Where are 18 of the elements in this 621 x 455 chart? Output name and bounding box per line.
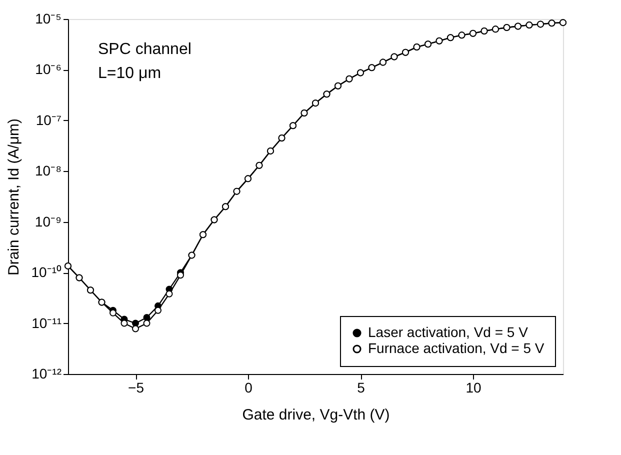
- x-tick-label: 10: [466, 380, 482, 396]
- y-tick-label: 10⁻¹²: [32, 366, 62, 382]
- x-tick-label: 0: [244, 380, 253, 396]
- y-tick-label: 10⁻⁷: [36, 112, 62, 128]
- y-tick-label: 10⁻⁵: [35, 10, 62, 26]
- y-tick-label: 10⁻⁹: [34, 213, 62, 230]
- annotation: SPC channel: [98, 41, 192, 58]
- y-tick-label: 10⁻¹⁰: [31, 264, 62, 280]
- x-tick-label: −5: [128, 380, 144, 396]
- y-tick-label: 10⁻⁸: [35, 162, 62, 179]
- x-axis-title: Gate drive, Vg-Vth (V): [242, 406, 390, 424]
- y-axis-title: Drain current, Id (A/μm): [5, 118, 22, 276]
- x-tick-label: 5: [357, 380, 366, 396]
- y-tick-label: 10⁻¹¹: [32, 314, 62, 331]
- y-tick-label: 10⁻⁶: [35, 61, 62, 78]
- annotation: L=10 μm: [98, 65, 162, 82]
- legend-label: Furnace activation, Vd = 5 V: [368, 340, 545, 356]
- legend-label: Laser activation, Vd = 5 V: [368, 324, 529, 340]
